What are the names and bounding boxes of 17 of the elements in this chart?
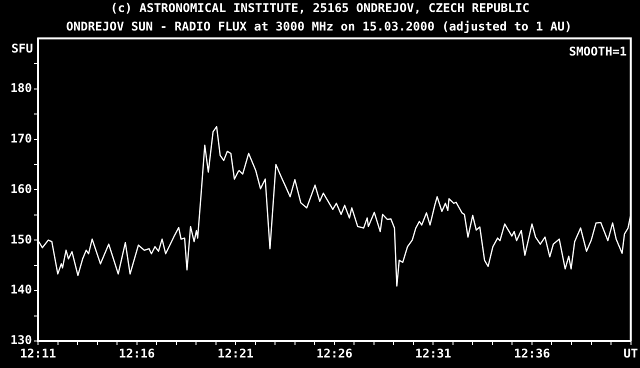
y-tick-label: 150 [10, 232, 32, 246]
x-tick-label: 12:11 [20, 346, 56, 360]
text: (c) ASTRONOMICAL INSTITUTE, 25165 ONDREJOV, CZECH REPUBLIC [110, 1, 530, 16]
x-tick-label: 12:36 [514, 346, 550, 360]
x-tick-label: 12:31 [415, 346, 452, 360]
y-tick-label: 180 [10, 80, 32, 95]
chart-title: ONDREJOV SUN - RADIO FLUX at 3000 MHz on 15.03.2000 (adjusted to 1 AU) [66, 19, 572, 34]
x-tick-label: 12:16 [118, 346, 155, 360]
x-tick-label: UT [624, 346, 638, 360]
y-tick-label: 130 [10, 333, 32, 348]
x-tick-label: 12:26 [316, 346, 352, 360]
y-tick-label: 160 [10, 182, 32, 196]
y-tick-label: 140 [10, 282, 32, 297]
annotation: SMOOTH=1 [568, 44, 627, 59]
y-tick-label: 170 [10, 131, 32, 146]
y-axis-title: SFU [11, 42, 33, 56]
x-tick-label: 12:21 [218, 346, 254, 360]
